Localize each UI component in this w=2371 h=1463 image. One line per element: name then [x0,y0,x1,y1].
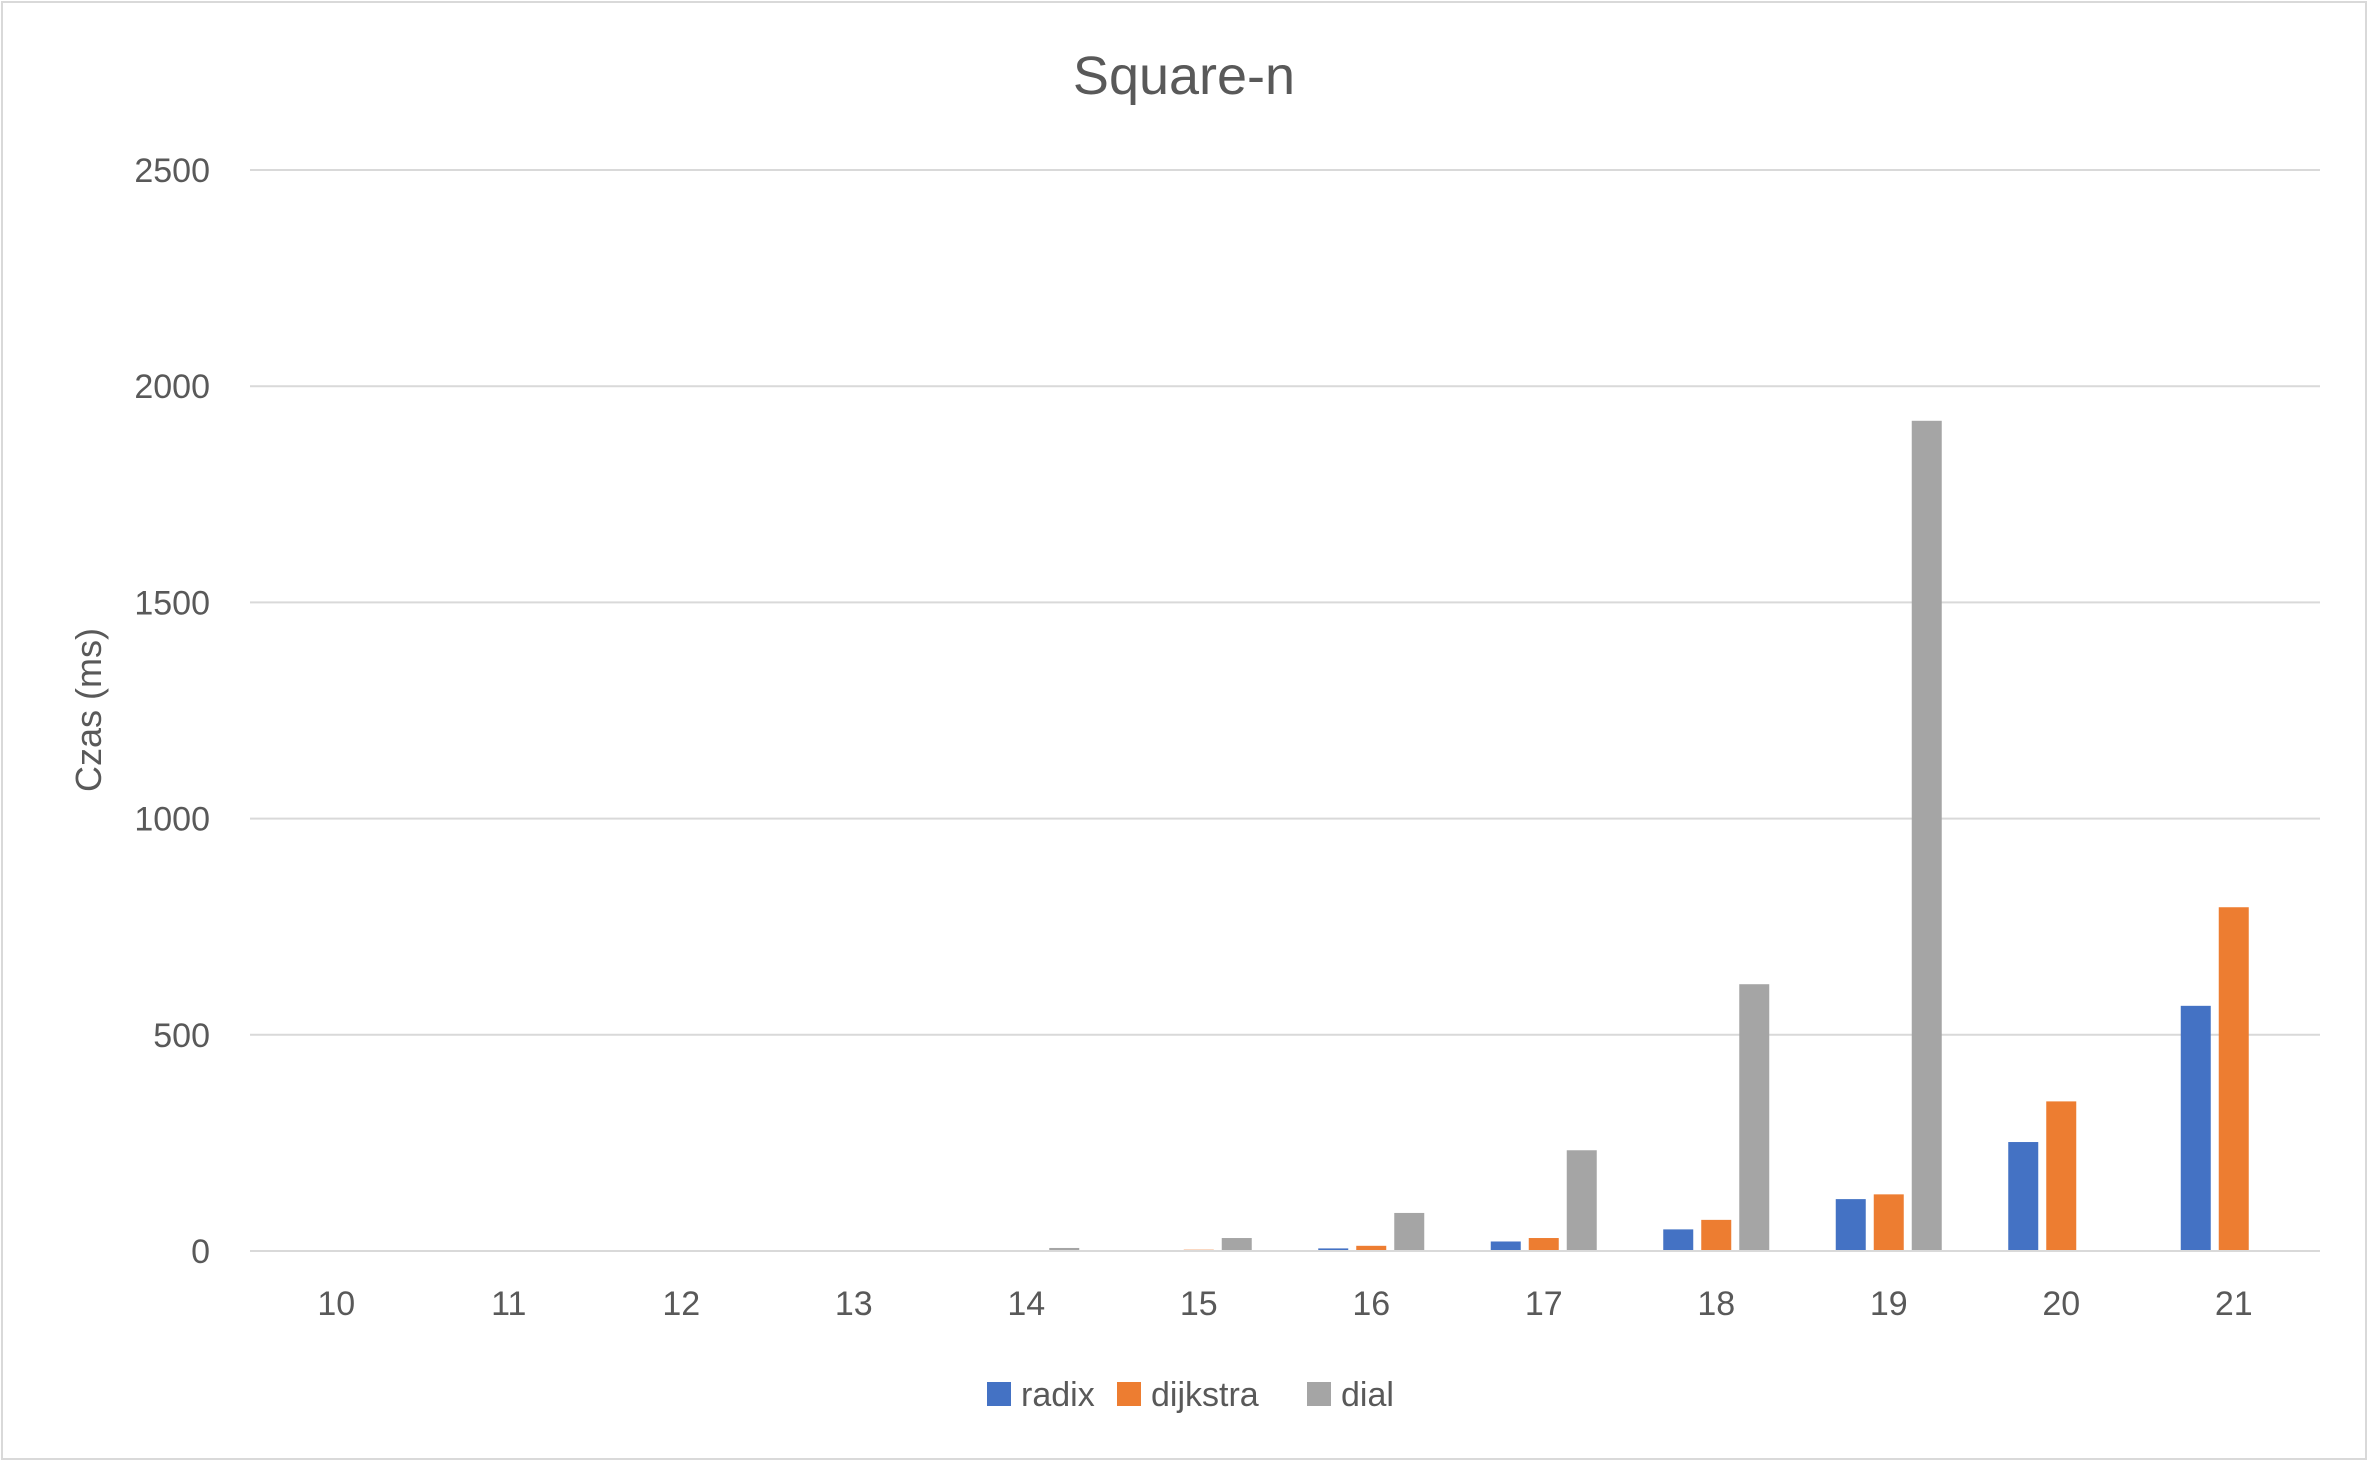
x-tick-label: 21 [2215,1285,2253,1323]
legend: radix dijkstra dial [987,1376,1394,1414]
x-tick-label: 15 [1180,1285,1218,1323]
x-tick-label: 13 [835,1285,873,1323]
x-tick-label: 14 [1007,1285,1045,1323]
legend-swatch-radix [987,1382,1011,1406]
x-axis-ticks: 10 11 12 13 14 15 16 17 18 19 20 21 [317,1285,2252,1323]
y-tick-label: 2000 [134,368,210,406]
bar-dial-17 [1566,1150,1597,1251]
bar-radix-18 [1663,1229,1694,1251]
bar-dijkstra-20 [2046,1101,2077,1251]
legend-label-dial: dial [1341,1376,1394,1414]
y-tick-label: 2500 [134,152,210,190]
bar-dial-19 [1911,420,1942,1251]
x-tick-label: 19 [1870,1285,1908,1323]
y-axis-title: Czas (ms) [68,628,109,792]
bar-radix-20 [2008,1142,2039,1251]
bar-radix-21 [2180,1005,2211,1251]
x-tick-label: 20 [2042,1285,2080,1323]
legend-swatch-dijkstra [1117,1382,1141,1406]
bar-radix-16 [1318,1248,1349,1251]
x-tick-label: 16 [1352,1285,1390,1323]
bar-dijkstra-21 [2218,907,2249,1251]
x-tick-label: 10 [317,1285,355,1323]
legend-swatch-dial [1307,1382,1331,1406]
x-tick-label: 12 [662,1285,700,1323]
y-tick-label: 0 [191,1233,210,1271]
bar-dijkstra-17 [1528,1238,1559,1251]
legend-label-dijkstra: dijkstra [1151,1376,1259,1414]
y-axis-ticks: 0 500 1000 1500 2000 2500 [134,152,210,1271]
legend-label-radix: radix [1021,1376,1095,1414]
bar-dial-15 [1221,1238,1252,1251]
bar-radix-17 [1490,1241,1521,1251]
bar-dial-18 [1739,984,1770,1251]
bar-dijkstra-19 [1873,1194,1904,1251]
y-tick-label: 500 [153,1017,210,1055]
gridlines [250,169,2320,1036]
x-tick-label: 11 [491,1285,526,1323]
x-tick-label: 18 [1697,1285,1735,1323]
bar-dial-14 [1049,1247,1080,1251]
bar-dijkstra-16 [1356,1245,1387,1251]
bar-dijkstra-18 [1701,1219,1732,1251]
x-tick-label: 17 [1525,1285,1563,1323]
bar-dial-16 [1394,1212,1425,1251]
chart-title: Square-n [1073,46,1295,106]
bars [876,420,2249,1251]
bar-radix-19 [1835,1199,1866,1251]
y-tick-label: 1000 [134,801,210,839]
y-tick-label: 1500 [134,584,210,622]
